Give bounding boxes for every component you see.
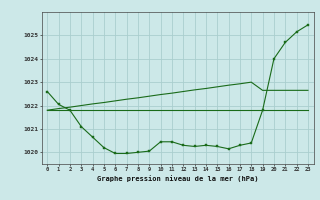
X-axis label: Graphe pression niveau de la mer (hPa): Graphe pression niveau de la mer (hPa) (97, 175, 258, 182)
